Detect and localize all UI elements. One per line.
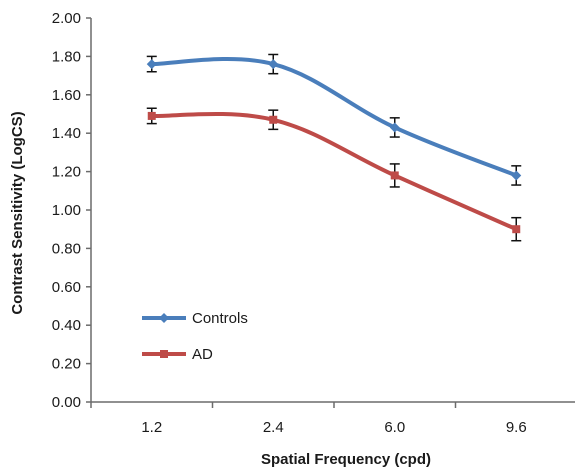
x-tick-label: 1.2 (141, 419, 162, 436)
x-tick-label: 6.0 (384, 419, 405, 436)
y-tick-label: 0.60 (52, 279, 81, 296)
ticks: 0.00 0.20 0.40 0.60 0.80 1.00 1.20 1.40 1.60 1.80… (52, 10, 527, 436)
series-line-ad (149, 111, 519, 232)
data-point (147, 111, 156, 120)
x-tick-label: 2.4 (263, 419, 284, 436)
y-tick-label: 1.20 (52, 164, 81, 181)
data-point (389, 122, 400, 133)
y-axis-title: Contrast Sensitivity (LogCS) (9, 111, 26, 314)
y-tick-label: 2.00 (52, 10, 81, 27)
data-point (269, 115, 278, 124)
data-point (146, 59, 157, 70)
legend-label: AD (192, 346, 213, 363)
x-tick-label: 9.6 (506, 419, 527, 436)
series-controls (146, 53, 522, 186)
series-line-controls (149, 57, 519, 178)
legend-item-ad: AD (142, 346, 213, 363)
data-point (511, 170, 522, 181)
legend-marker (159, 313, 169, 323)
series-ad (146, 107, 522, 242)
legend-item-controls: Controls (142, 310, 248, 327)
legend-marker (160, 350, 168, 358)
y-tick-label: 0.00 (52, 394, 81, 411)
data-point (390, 171, 399, 180)
axes (90, 18, 575, 403)
y-tick-label: 1.40 (52, 125, 81, 142)
x-axis-title: Spatial Frequency (cpd) (261, 451, 431, 468)
legend: Controls AD (142, 310, 248, 363)
series-group (146, 53, 522, 242)
y-tick-label: 0.80 (52, 240, 81, 257)
y-tick-label: 1.60 (52, 87, 81, 104)
data-point (512, 225, 521, 234)
legend-label: Controls (192, 310, 248, 327)
y-tick-label: 0.20 (52, 356, 81, 373)
data-point (268, 59, 279, 70)
y-tick-label: 0.40 (52, 317, 81, 334)
y-tick-label: 1.80 (52, 48, 81, 65)
y-tick-label: 1.00 (52, 202, 81, 219)
